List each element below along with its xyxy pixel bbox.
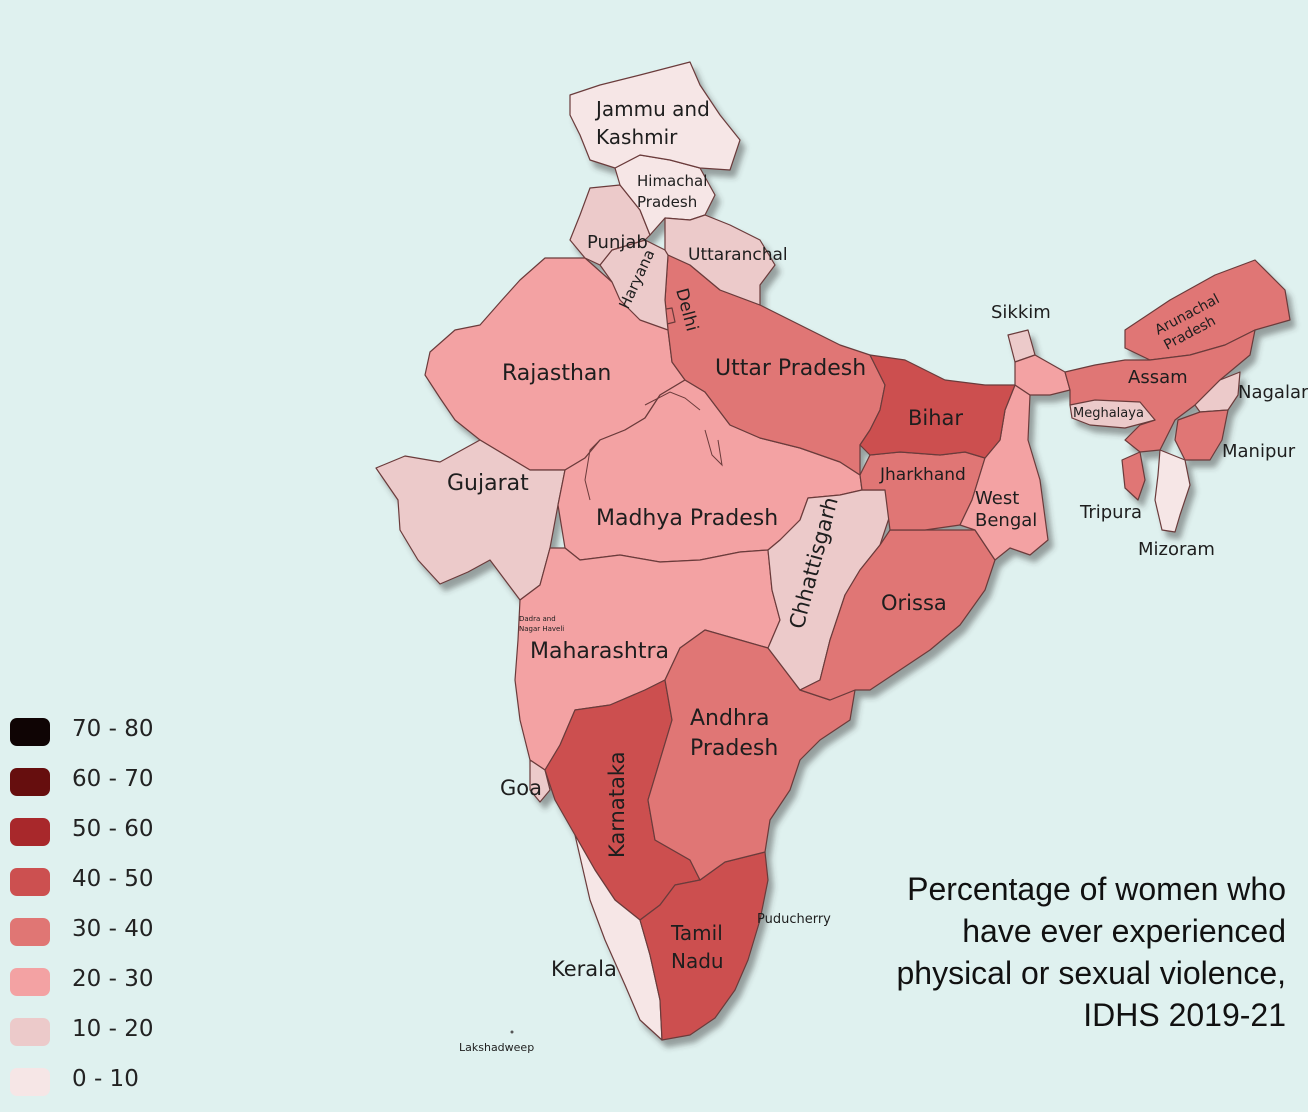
label-andhra-1: Andhra: [690, 706, 769, 731]
caption-line-1: Percentage of women who: [907, 871, 1286, 907]
legend: 70 - 80 60 - 70 50 - 60 40 - 50 30 - 40 20 - …: [8, 712, 178, 1112]
state-jammu-kashmir: [569, 61, 741, 171]
label-nagaland: Nagalar: [1238, 382, 1308, 403]
label-gujarat: Gujarat: [447, 471, 529, 496]
legend-label: 50 - 60: [72, 816, 154, 842]
label-maharashtra: Maharashtra: [530, 639, 669, 664]
state-west-bengal-north: [1014, 354, 1071, 396]
label-tamil-nadu-2: Nadu: [671, 949, 724, 973]
label-himachal-1: Himachal: [637, 172, 707, 190]
caption-line-4: IDHS 2019-21: [1083, 997, 1286, 1033]
border-detail: [644, 391, 701, 411]
legend-swatch: [10, 768, 50, 796]
legend-swatch: [10, 968, 50, 996]
lakshadweep-marker: [510, 1030, 514, 1034]
legend-swatch: [10, 918, 50, 946]
state-tripura: [1121, 451, 1146, 501]
legend-item: 0 - 10: [8, 1062, 178, 1112]
label-goa: Goa: [500, 776, 542, 800]
state-uttaranchal: [664, 214, 776, 306]
caption-line-2: have ever experienced: [962, 913, 1286, 949]
legend-item: 60 - 70: [8, 762, 178, 812]
legend-swatch: [10, 868, 50, 896]
legend-swatch: [10, 1018, 50, 1046]
legend-item: 30 - 40: [8, 912, 178, 962]
state-arunachal-pradesh: [1124, 259, 1291, 361]
label-dadra-1: Dadra and: [519, 615, 556, 623]
label-jharkhand: Jharkhand: [879, 465, 966, 485]
state-meghalaya: [1069, 399, 1156, 429]
legend-item: 50 - 60: [8, 812, 178, 862]
label-andhra-2: Pradesh: [690, 736, 778, 761]
label-dadra-2: Nagar Haveli: [519, 625, 564, 633]
label-madhya-pradesh: Madhya Pradesh: [596, 506, 778, 531]
legend-swatch: [10, 1068, 50, 1096]
label-punjab: Punjab: [587, 232, 648, 253]
legend-label: 30 - 40: [72, 916, 154, 942]
label-uttar-pradesh: Uttar Pradesh: [715, 356, 866, 381]
state-manipur: [1174, 409, 1229, 461]
legend-item: 40 - 50: [8, 862, 178, 912]
border-detail: [704, 429, 723, 467]
legend-label: 60 - 70: [72, 766, 154, 792]
legend-item: 70 - 80: [8, 712, 178, 762]
legend-label: 70 - 80: [72, 716, 154, 742]
caption-line-3: physical or sexual violence,: [896, 955, 1286, 991]
legend-item: 20 - 30: [8, 962, 178, 1012]
label-sikkim: Sikkim: [991, 302, 1051, 323]
label-karnataka: Karnataka: [605, 752, 629, 858]
label-tripura: Tripura: [1079, 502, 1142, 523]
label-jammu-kashmir-2: Kashmir: [596, 125, 678, 149]
state-andhra-pradesh: [647, 629, 856, 881]
legend-label: 10 - 20: [72, 1016, 154, 1042]
label-assam: Assam: [1128, 367, 1188, 388]
state-mizoram: [1154, 449, 1191, 533]
legend-label: 0 - 10: [72, 1066, 139, 1092]
label-puducherry: Puducherry: [757, 912, 831, 927]
label-mizoram: Mizoram: [1138, 539, 1215, 560]
state-bihar: [859, 354, 1016, 459]
legend-swatch: [10, 818, 50, 846]
label-kerala: Kerala: [551, 957, 617, 981]
label-tamil-nadu-1: Tamil: [670, 921, 723, 945]
state-uttar-pradesh: [664, 254, 886, 476]
label-uttaranchal: Uttaranchal: [688, 245, 788, 265]
legend-swatch: [10, 718, 50, 746]
legend-item: 10 - 20: [8, 1012, 178, 1062]
state-haryana: [599, 239, 669, 331]
state-tamil-nadu: [639, 851, 769, 1041]
map-caption: Percentage of women who have ever experi…: [806, 868, 1286, 1036]
border-detail: [584, 439, 601, 501]
label-rajasthan: Rajasthan: [502, 361, 611, 386]
label-orissa: Orissa: [881, 591, 947, 615]
legend-label: 20 - 30: [72, 966, 154, 992]
label-lakshadweep: Lakshadweep: [459, 1041, 534, 1054]
label-manipur: Manipur: [1222, 441, 1296, 462]
label-himachal-2: Pradesh: [637, 193, 697, 211]
label-bihar: Bihar: [908, 406, 963, 430]
label-west-bengal-2: Bengal: [975, 510, 1037, 531]
label-jammu-kashmir-1: Jammu and: [594, 97, 710, 121]
label-meghalaya: Meghalaya: [1073, 406, 1144, 421]
legend-label: 40 - 50: [72, 866, 154, 892]
label-west-bengal-1: West: [975, 488, 1019, 509]
